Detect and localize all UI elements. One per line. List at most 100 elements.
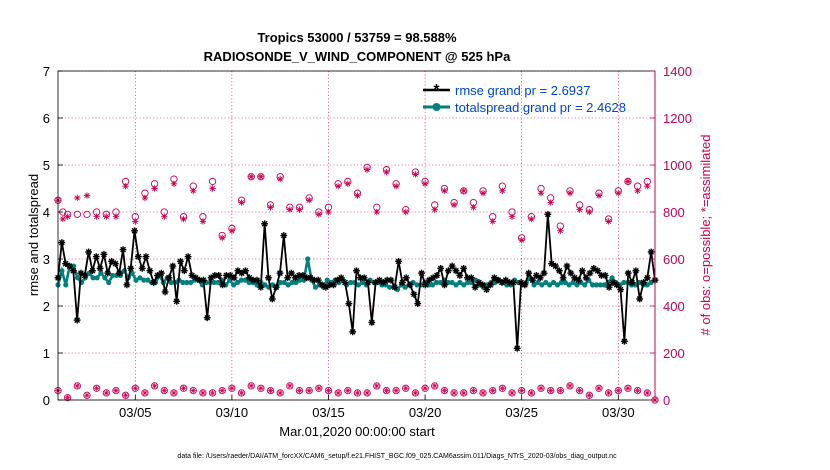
totalspread-point <box>445 279 451 286</box>
totalspread-point <box>621 279 627 286</box>
obs-possible-point <box>218 386 226 395</box>
obs-assimilated-point <box>141 194 149 202</box>
totalspread-point <box>593 282 600 288</box>
obs-assimilated-point <box>508 213 516 220</box>
obs-possible-point <box>566 382 574 390</box>
rmse-point <box>157 269 165 277</box>
right-y-tick-label: 1400 <box>663 64 692 79</box>
obs-possible-point <box>228 384 236 392</box>
obs-assimilated-point <box>595 192 603 199</box>
obs-assimilated-point <box>557 227 564 234</box>
totalspread-point <box>110 272 116 279</box>
rmse-point <box>437 265 445 272</box>
obs-assimilated-point <box>432 383 438 389</box>
obs-possible-point <box>276 389 284 397</box>
rmse-point <box>521 281 529 289</box>
left-y-tick-label: 0 <box>43 393 50 408</box>
obs-assimilated-point <box>566 190 574 197</box>
rmse-point <box>284 274 292 282</box>
rmse-point <box>207 274 215 282</box>
obs-assimilated-point <box>421 180 429 187</box>
x-axis-label: Mar.01,2020 00:00:00 start <box>279 424 435 439</box>
obs-assimilated-point <box>596 385 602 391</box>
rmse-point <box>540 269 548 277</box>
obs-assimilated-point <box>305 197 313 204</box>
obs-possible-point <box>508 389 516 397</box>
obs-assimilated-point <box>615 388 621 394</box>
totalspread-point <box>90 275 96 281</box>
rmse-point <box>613 281 621 289</box>
obs-assimilated-point <box>470 204 477 211</box>
obs-assimilated-point <box>257 173 265 180</box>
obs-assimilated-point <box>624 178 632 185</box>
obs-assimilated-point <box>586 392 592 398</box>
rmse-point <box>73 316 81 324</box>
rmse-point <box>387 276 395 284</box>
obs-assimilated-point <box>209 390 216 396</box>
obs-assimilated-point <box>374 383 380 389</box>
rmse-point <box>479 281 487 289</box>
rmse-point <box>272 283 280 291</box>
rmse-point <box>142 253 150 261</box>
rmse-point <box>643 274 651 282</box>
right-y-tick-label: 1200 <box>663 111 692 126</box>
obs-possible-point <box>489 386 497 395</box>
right-y-tick-label: 200 <box>663 346 685 361</box>
obs-possible-point <box>208 177 217 186</box>
rmse-point <box>582 274 590 282</box>
obs-assimilated-point <box>287 383 293 389</box>
obs-assimilated-point <box>171 390 177 396</box>
obs-possible-point <box>199 389 207 397</box>
obs-assimilated-point <box>373 208 380 216</box>
obs-assimilated-point <box>490 388 496 394</box>
rmse-point <box>92 253 100 261</box>
rmse-point <box>555 267 563 275</box>
legend: * rmse grand pr = 2.6937 totalspread gra… <box>423 82 626 115</box>
rmse-point <box>112 260 119 268</box>
plot-area <box>58 71 655 400</box>
totalspread-point <box>355 282 362 288</box>
obs-possible-point <box>527 389 535 397</box>
rmse-point <box>617 286 624 293</box>
totalspread-point <box>98 270 104 276</box>
rmse-point <box>594 267 601 275</box>
line-series <box>54 210 659 352</box>
obs-assimilated-point <box>277 390 283 396</box>
obs-assimilated-point <box>412 390 419 396</box>
obs-assimilated-point <box>122 182 129 190</box>
rmse-point <box>177 257 184 265</box>
obs-possible-point <box>305 386 313 395</box>
rmse-point <box>421 281 429 289</box>
obs-assimilated-point <box>334 182 342 190</box>
obs-assimilated-point <box>132 385 138 391</box>
obs-assimilated-point <box>248 173 255 180</box>
rmse-point <box>529 276 536 284</box>
obs-assimilated-point <box>296 206 303 213</box>
totalspread-point <box>601 282 607 288</box>
obs-assimilated-point <box>74 194 81 202</box>
rmse-point <box>314 276 322 284</box>
totalspread-point <box>168 279 174 286</box>
rmse-point <box>81 272 89 279</box>
totalspread-point <box>453 282 459 288</box>
totalspread-point <box>543 279 549 286</box>
right-y-tick-label: 0 <box>663 393 670 408</box>
rmse-point <box>513 344 521 352</box>
obs-assimilated-point <box>267 388 274 394</box>
rmse-point <box>368 319 376 326</box>
rmse-point <box>108 257 115 265</box>
rmse-point <box>337 274 345 282</box>
rmse-point <box>609 279 617 286</box>
totalspread-point <box>305 256 311 262</box>
obs-possible-point <box>334 389 342 397</box>
totalspread-point <box>457 279 463 286</box>
rmse-point <box>406 281 414 289</box>
obs-possible-point <box>315 384 323 392</box>
obs-assimilated-point <box>113 388 119 394</box>
rmse-point <box>567 269 575 277</box>
obs-assimilated-point <box>489 218 496 225</box>
totalspread-point <box>429 282 436 288</box>
obs-assimilated-point <box>209 185 216 192</box>
rmse-point <box>536 274 544 282</box>
totalspread-point <box>554 282 561 288</box>
